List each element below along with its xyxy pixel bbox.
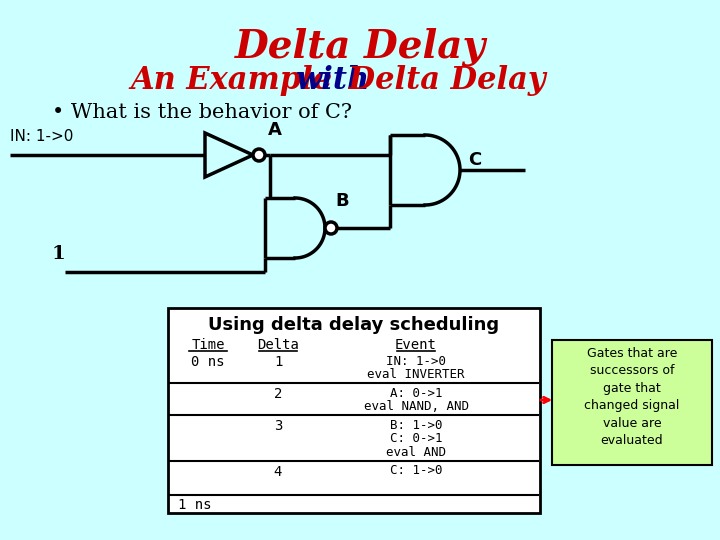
- Text: Event: Event: [395, 338, 437, 352]
- Text: • What is the behavior of C?: • What is the behavior of C?: [52, 103, 352, 122]
- Text: 2: 2: [274, 387, 282, 401]
- FancyBboxPatch shape: [168, 308, 540, 513]
- Text: B: B: [335, 192, 348, 210]
- Text: 1: 1: [274, 355, 282, 369]
- Text: A: 0->1: A: 0->1: [390, 387, 442, 400]
- Text: A: A: [268, 121, 282, 139]
- Text: with: with: [295, 65, 369, 96]
- Text: IN: 1->0: IN: 1->0: [10, 129, 73, 144]
- Text: eval AND: eval AND: [386, 446, 446, 459]
- Text: Delta Delay: Delta Delay: [235, 28, 485, 66]
- Text: Using delta delay scheduling: Using delta delay scheduling: [208, 316, 500, 334]
- Text: Time: Time: [192, 338, 225, 352]
- Text: eval INVERTER: eval INVERTER: [367, 368, 464, 381]
- Circle shape: [325, 222, 337, 234]
- Text: 0 ns: 0 ns: [192, 355, 225, 369]
- Text: C: 1->0: C: 1->0: [390, 464, 442, 477]
- Text: Delta Delay: Delta Delay: [338, 65, 546, 96]
- Text: 4: 4: [274, 464, 282, 478]
- Text: An Example: An Example: [130, 65, 343, 96]
- Text: B: 1->0: B: 1->0: [390, 419, 442, 432]
- Text: 1: 1: [52, 245, 66, 263]
- FancyBboxPatch shape: [552, 340, 712, 465]
- Text: IN: 1->0: IN: 1->0: [386, 355, 446, 368]
- Text: Gates that are
successors of
gate that
changed signal
value are
evaluated: Gates that are successors of gate that c…: [585, 347, 680, 448]
- Text: C: 0->1: C: 0->1: [390, 433, 442, 446]
- Text: eval NAND, AND: eval NAND, AND: [364, 401, 469, 414]
- Text: C: C: [468, 151, 481, 169]
- Text: 3: 3: [274, 419, 282, 433]
- Text: 1 ns: 1 ns: [178, 498, 212, 512]
- Text: Delta: Delta: [257, 338, 299, 352]
- Circle shape: [253, 149, 265, 161]
